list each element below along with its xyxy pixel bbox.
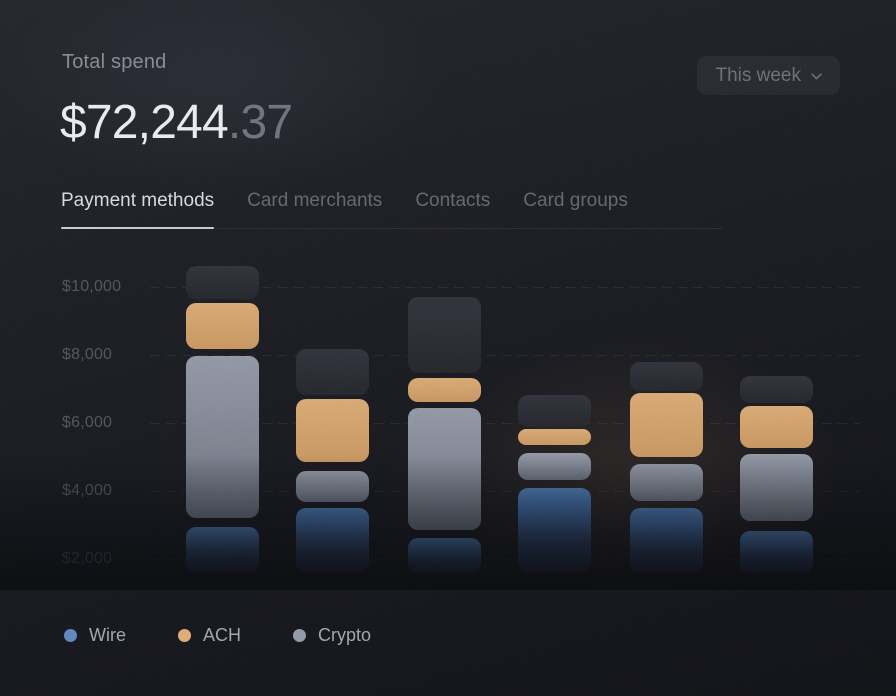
bar-4-segment-cap[interactable] <box>518 395 591 428</box>
bar-3-segment-crypto[interactable] <box>408 407 481 531</box>
tab-contacts[interactable]: Contacts <box>415 190 491 211</box>
spend-chart: $10,000 $8,000 $6,000 $4,000 $2,000 <box>0 260 896 590</box>
y-axis-tick-10000: $10,000 <box>62 278 122 296</box>
bar-6-segment-crypto[interactable] <box>740 453 813 521</box>
legend-item-wire[interactable]: Wire <box>64 625 126 646</box>
ach-legend-dot-icon <box>178 629 191 642</box>
bar-6-segment-wire[interactable] <box>740 531 813 573</box>
bar-4-segment-ach[interactable] <box>518 429 591 446</box>
tab-card-merchants[interactable]: Card merchants <box>247 190 383 211</box>
total-spend-label: Total spend <box>62 51 167 73</box>
bar-3-segment-wire[interactable] <box>408 537 481 573</box>
bar-3-segment-ach[interactable] <box>408 378 481 402</box>
tab-bar: Payment methods Card merchants Contacts Car… <box>61 190 722 229</box>
period-selector-label: This week <box>715 64 801 86</box>
legend-label: Crypto <box>318 625 372 645</box>
bar-1-segment-ach[interactable] <box>186 303 259 350</box>
tab-card-groups[interactable]: Card groups <box>523 190 628 211</box>
crypto-legend-dot-icon <box>293 629 307 642</box>
bar-5-segment-wire[interactable] <box>630 508 703 573</box>
bar-5-segment-ach[interactable] <box>630 393 703 458</box>
y-axis-tick-4000: $4,000 <box>62 482 113 500</box>
bar-4-segment-wire[interactable] <box>518 487 591 572</box>
period-selector[interactable]: This week <box>697 56 840 95</box>
gridline-8000 <box>150 355 860 357</box>
legend-item-ach[interactable]: ACH <box>178 625 241 646</box>
legend-label: Wire <box>89 625 126 645</box>
legend-item-crypto[interactable]: Crypto <box>293 625 371 646</box>
bar-1-segment-wire[interactable] <box>186 526 259 572</box>
amount-integer: $72,244 <box>60 96 229 149</box>
total-spend-amount: $72,244.37 <box>60 95 293 150</box>
bar-3-segment-cap[interactable] <box>408 296 481 374</box>
bar-2-segment-wire[interactable] <box>296 508 369 572</box>
y-axis-tick-6000: $6,000 <box>62 414 113 432</box>
bar-1-segment-crypto[interactable] <box>186 356 259 519</box>
bar-6-segment-cap[interactable] <box>740 376 813 403</box>
bar-2-segment-ach[interactable] <box>296 398 369 463</box>
tab-payment-methods[interactable]: Payment methods <box>61 190 215 229</box>
bar-6-segment-ach[interactable] <box>740 406 813 448</box>
bar-5-segment-crypto[interactable] <box>630 464 703 501</box>
bar-1-segment-cap[interactable] <box>186 265 259 300</box>
amount-decimal: .37 <box>227 96 293 149</box>
bar-2-segment-cap[interactable] <box>296 349 369 396</box>
y-axis-tick-8000: $8,000 <box>62 346 113 364</box>
chart-legend: Wire ACH Crypto <box>64 625 371 646</box>
y-axis-tick-2000: $2,000 <box>62 550 113 568</box>
bar-5-segment-cap[interactable] <box>630 362 703 391</box>
bar-4-segment-crypto[interactable] <box>518 452 591 481</box>
wire-legend-dot-icon <box>64 629 77 642</box>
bar-2-segment-crypto[interactable] <box>296 470 369 503</box>
chevron-down-icon <box>811 73 822 80</box>
legend-label: ACH <box>203 625 242 645</box>
